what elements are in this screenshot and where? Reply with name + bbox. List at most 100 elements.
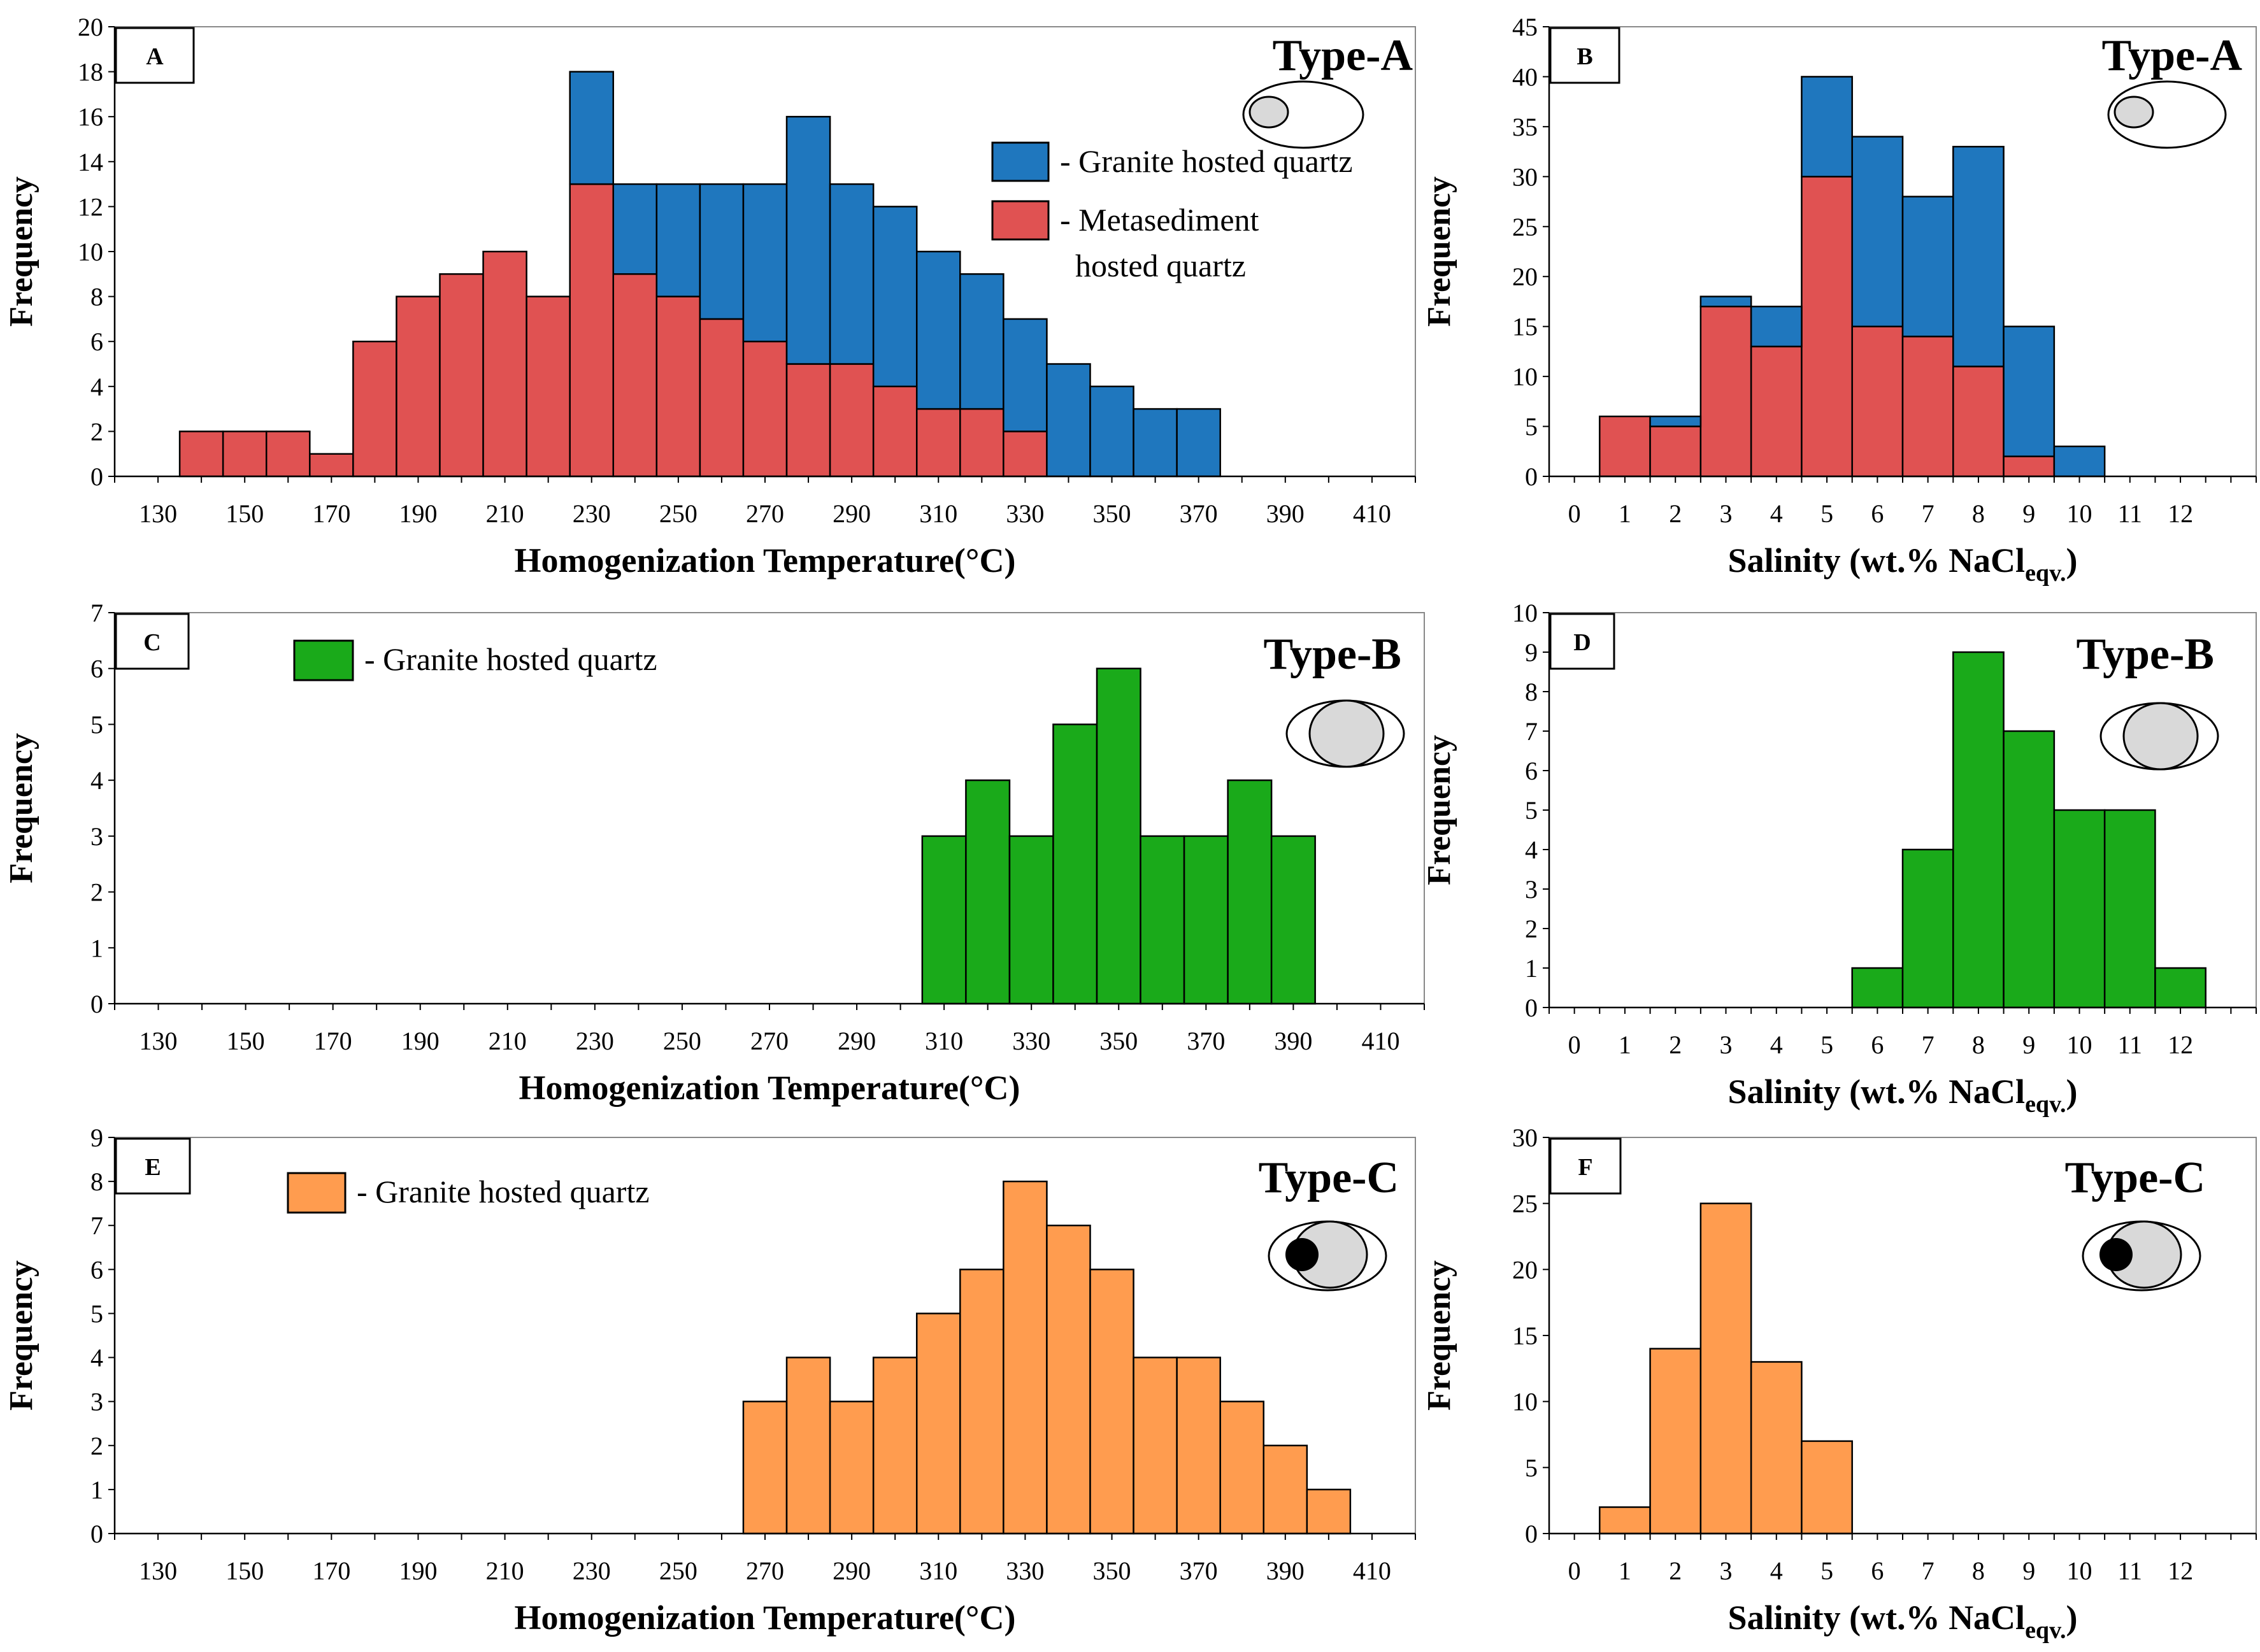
bar-B-1-3 (1750, 306, 1803, 348)
x-axis-title-end: ) (2066, 1072, 2077, 1111)
y-tick-label: 15 (1512, 313, 1538, 341)
bar-C-0-2 (1008, 835, 1054, 1005)
x-tick-label: 230 (573, 499, 611, 528)
panel-letter: E (145, 1154, 161, 1181)
x-tick-label: 130 (139, 1027, 178, 1055)
bar-C-0-8 (1270, 835, 1316, 1005)
x-tick-label: 170 (312, 499, 350, 528)
type-label: Type-B (2077, 630, 2215, 679)
bar-D-0-0 (1851, 967, 1904, 1009)
x-tick-label: 230 (576, 1027, 614, 1055)
vapour-bubble (2113, 96, 2154, 129)
y-axis-title: Frequency (1421, 176, 1457, 327)
type-label: Type-C (2065, 1153, 2205, 1202)
y-tick-label: 35 (1512, 113, 1538, 141)
y-tick-label: 0 (1525, 993, 1538, 1022)
bar-B-0-1 (1649, 425, 1702, 478)
x-tick-label: 390 (1266, 499, 1305, 528)
x-tick-label: 370 (1180, 1556, 1218, 1585)
bar-A-1-18 (959, 273, 1005, 410)
bar-E-0-10 (1176, 1356, 1221, 1535)
bar-A-0-4 (352, 340, 397, 478)
x-tick-label: 6 (1871, 1556, 1884, 1585)
bar-B-0-7 (1952, 366, 2005, 478)
bar-A-0-8 (526, 296, 571, 478)
y-tick-label: 6 (90, 1255, 103, 1284)
panel-letter-box (1549, 1137, 1622, 1195)
inclusion-icon (2082, 1220, 2201, 1292)
y-tick-label: 7 (90, 599, 103, 627)
bar-B-0-2 (1699, 306, 1752, 478)
x-axis-title: Salinity (wt.% NaCleqv.) (1728, 1599, 2078, 1644)
legend-swatch (991, 141, 1050, 182)
x-tick-label: 210 (486, 1556, 524, 1585)
x-tick-label: 11 (2118, 1030, 2143, 1059)
y-tick-label: 10 (1512, 362, 1538, 391)
type-label: Type-A (2102, 31, 2243, 80)
bar-E-0-7 (1046, 1224, 1091, 1535)
y-tick-label: 4 (90, 1344, 103, 1372)
bar-E-0-8 (1089, 1269, 1134, 1535)
bar-A-0-3 (309, 453, 354, 478)
bar-E-0-12 (1262, 1444, 1308, 1535)
y-axis-title: Frequency (3, 733, 39, 883)
legend-swatch (287, 1172, 347, 1214)
y-tick-label: 1 (1525, 954, 1538, 983)
y-axis-title: Frequency (3, 176, 39, 327)
y-tick-label: 2 (90, 417, 103, 446)
y-tick-label: 4 (1525, 836, 1538, 864)
y-tick-label: 7 (90, 1211, 103, 1240)
x-axis-title-end: ) (2066, 541, 2077, 580)
y-tick-label: 30 (1512, 162, 1538, 191)
x-tick-label: 290 (833, 1556, 871, 1585)
x-tick-label: 1 (1619, 1030, 1631, 1059)
x-tick-label: 2 (1669, 499, 1682, 528)
x-tick-label: 8 (1972, 1556, 1985, 1585)
x-tick-label: 8 (1972, 1030, 1985, 1059)
panel-E: 0 1 2 3 4 5 6 7 8 9 130 150 170 190 210 230 250 270 290 310… (3, 1123, 1416, 1637)
x-tick-label: 9 (2022, 1556, 2035, 1585)
x-tick-label: 6 (1871, 1030, 1884, 1059)
x-tick-label: 330 (1006, 1556, 1044, 1585)
y-tick-label: 30 (1512, 1123, 1538, 1152)
x-tick-label: 0 (1568, 499, 1581, 528)
legend: - Granite hosted quartz (287, 1172, 650, 1214)
x-tick-label: 370 (1180, 499, 1218, 528)
bar-E-0-11 (1219, 1400, 1265, 1535)
bar-B-0-3 (1750, 345, 1803, 478)
x-tick-label: 3 (1720, 1556, 1733, 1585)
y-tick-label: 20 (78, 13, 103, 41)
bar-C-0-0 (921, 835, 967, 1005)
bar-A-1-13 (742, 183, 788, 343)
bar-A-0-18 (959, 408, 1005, 478)
legend-label: - Metasediment (1060, 202, 1259, 238)
bar-D-0-4 (2053, 809, 2106, 1009)
bar-C-0-3 (1052, 723, 1098, 1005)
bar-B-1-7 (1952, 146, 2005, 367)
bar-D-0-1 (1901, 848, 1954, 1009)
legend-swatch (991, 200, 1050, 241)
solid-phase (2099, 1238, 2133, 1271)
legend-swatch (293, 639, 354, 681)
bar-A-0-1 (222, 431, 268, 478)
y-axis-title: Frequency (1421, 735, 1457, 885)
bar-F-0-1 (1649, 1348, 1702, 1535)
x-axis-title-subscript: eqv. (2025, 560, 2066, 587)
y-tick-label: 10 (78, 238, 103, 266)
x-tick-label: 10 (2067, 1030, 2092, 1059)
bar-D-0-5 (2103, 809, 2156, 1009)
y-tick-label: 12 (78, 192, 103, 221)
bar-C-0-4 (1096, 667, 1141, 1005)
y-tick-label: 8 (1525, 678, 1538, 706)
x-tick-label: 1 (1619, 499, 1631, 528)
x-tick-label: 7 (1922, 1030, 1935, 1059)
bar-B-1-5 (1851, 136, 1904, 327)
x-axis-title: Salinity (wt.% NaCleqv.) (1728, 541, 2078, 587)
bar-A-0-17 (915, 408, 961, 478)
inclusion-icon (2099, 702, 2219, 771)
y-tick-label: 18 (78, 58, 103, 87)
y-tick-label: 10 (1512, 1388, 1538, 1416)
panel-letter-box (1549, 27, 1620, 84)
x-tick-label: 350 (1093, 499, 1131, 528)
